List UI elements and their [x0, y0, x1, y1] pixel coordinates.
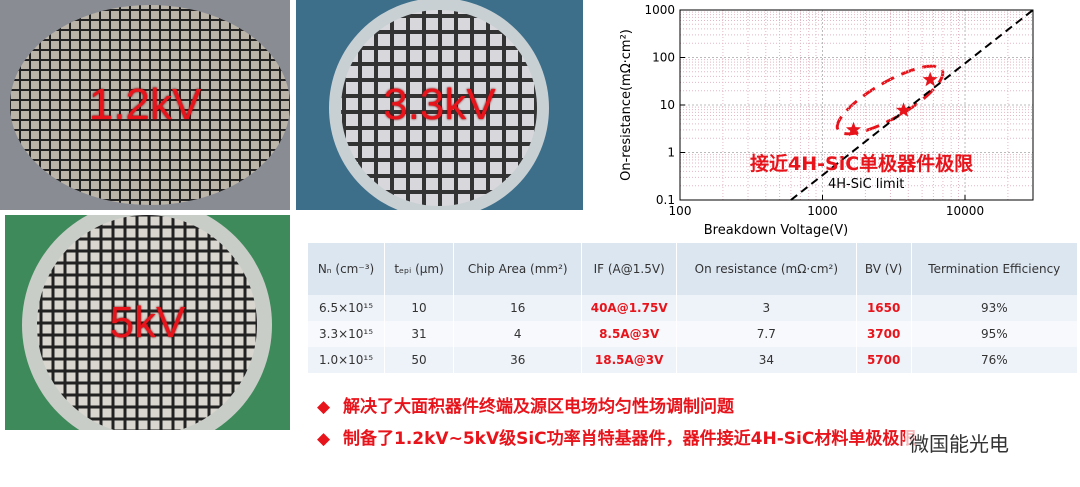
plot-frame	[679, 9, 1034, 201]
table-cell: 93%	[911, 295, 1079, 321]
table-header-cell: On resistance (mΩ·cm²)	[676, 243, 857, 295]
wafer	[0, 0, 290, 210]
table-cell: 40A@1.75V	[581, 295, 677, 321]
bullet: 制备了1.2kV~5kV级SiC功率肖特基器件，器件接近4H-SiC材料单极极限	[317, 424, 1063, 454]
table-row: 1.0×10¹⁵ 50 36 18.5A@3V 34 5700 76%	[308, 347, 1079, 373]
y-axis-label: On-resistance(mΩ·cm²)	[619, 29, 634, 181]
table-cell: 50	[384, 347, 455, 373]
table-cell: 1.0×10¹⁵	[308, 347, 386, 373]
table-cell: 95%	[911, 321, 1079, 347]
y-tick-label: 100	[652, 51, 675, 65]
table-cell: 3	[676, 295, 857, 321]
table-cell: 5700	[856, 347, 912, 373]
photo-label: 1.2kV	[88, 80, 202, 129]
y-tick-label: 10	[660, 98, 675, 112]
data-point	[922, 71, 938, 87]
table-header-cell: tₑₚᵢ (μm)	[384, 243, 455, 295]
table-cell: 36	[453, 347, 583, 373]
highlight-ellipse	[835, 64, 945, 136]
x-tick-label: 10000	[946, 204, 984, 218]
table-header-cell: Termination Efficiency	[911, 243, 1079, 295]
data-point	[845, 121, 862, 137]
table-cell: 1650	[856, 295, 912, 321]
table-cell: 10	[384, 295, 455, 321]
x-tick-label: 100	[669, 204, 692, 218]
chart: Breakdown Voltage(V) On-resistance(mΩ·cm…	[619, 3, 1034, 238]
table-header-cell: IF (A@1.5V)	[581, 243, 677, 295]
x-tick-label: 1000	[807, 204, 838, 218]
limit-label: 4H-SiC limit	[828, 177, 904, 192]
y-tick-label: 1000	[644, 3, 675, 17]
table-cell: 16	[453, 295, 583, 321]
wafer	[296, 0, 583, 210]
wafer-photo: 1.2kV	[0, 0, 290, 210]
y-tick-label: 0.1	[656, 193, 675, 207]
watermark: 微国能光电	[905, 428, 1013, 457]
table-header-cell: BV (V)	[856, 243, 912, 295]
table-cell: 4	[453, 321, 583, 347]
wafer	[5, 215, 290, 430]
x-axis-label: Breakdown Voltage(V)	[704, 223, 848, 238]
table-cell: 3700	[856, 321, 912, 347]
bullet: 解决了大面积器件终端及源区电场均匀性场调制问题	[317, 392, 1063, 422]
table-cell: 34	[676, 347, 857, 373]
table-row: 6.5×10¹⁵ 10 16 40A@1.75V 3 1650 93%	[308, 295, 1079, 321]
data-point	[895, 102, 912, 117]
photo-label: 3.3kV	[383, 80, 496, 129]
table-header-cell: Chip Area (mm²)	[453, 243, 583, 295]
photo-label: 5kV	[109, 297, 186, 347]
data-table: Nₙ (cm⁻³) tₑₚᵢ (μm) Chip Area (mm²) IF (A@1…	[308, 243, 1079, 373]
table-header-cell: Nₙ (cm⁻³)	[308, 243, 386, 295]
table-cell: 76%	[911, 347, 1079, 373]
table-cell: 8.5A@3V	[581, 321, 677, 347]
table-row: 3.3×10¹⁵ 31 4 8.5A@3V 7.7 3700 95%	[308, 321, 1079, 347]
y-tick-label: 1	[667, 146, 675, 160]
annotation: 接近4H-SiC单极器件极限	[750, 152, 973, 175]
wafer-photo: 5kV	[5, 215, 290, 430]
table-cell: 6.5×10¹⁵	[308, 295, 386, 321]
wafer-photo: 3.3kV	[296, 0, 583, 210]
table-cell: 7.7	[676, 321, 857, 347]
table-cell: 31	[384, 321, 455, 347]
table-cell: 3.3×10¹⁵	[308, 321, 386, 347]
table-cell: 18.5A@3V	[581, 347, 677, 373]
